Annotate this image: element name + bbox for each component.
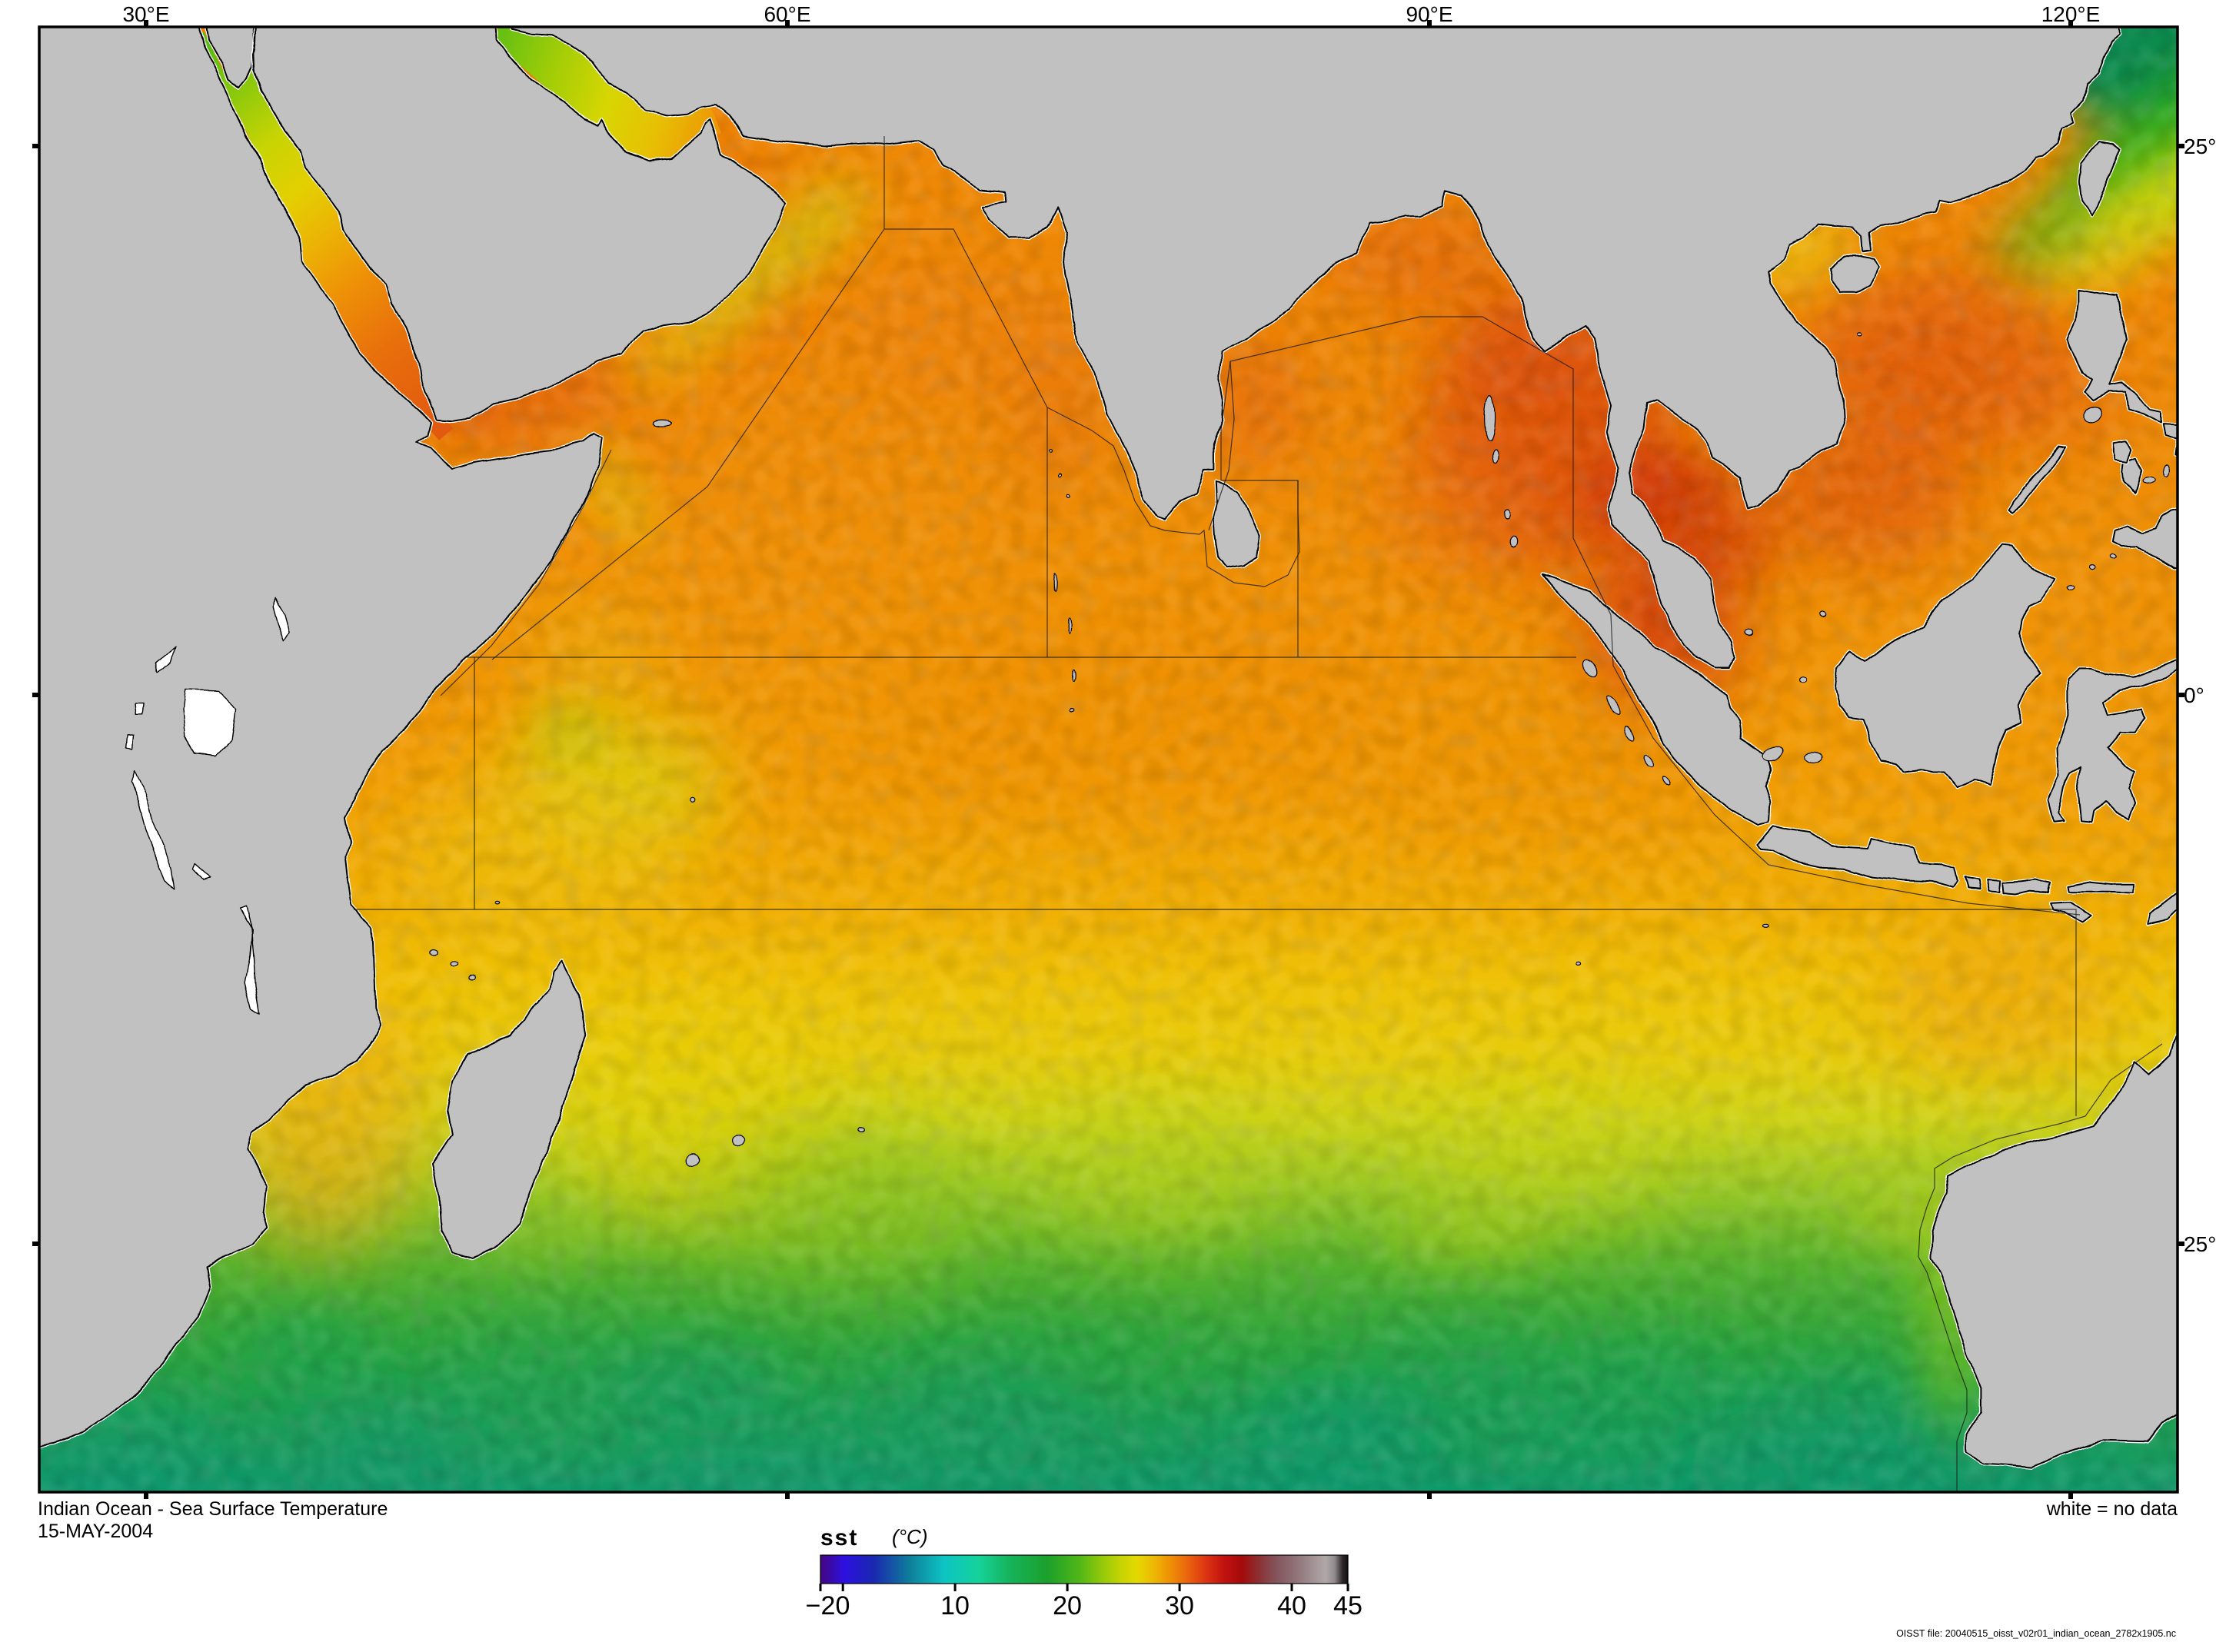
svg-text:120°E: 120°E	[2041, 2, 2101, 26]
svg-text:45: 45	[1333, 1591, 1363, 1620]
svg-text:25°: 25°	[2184, 1232, 2216, 1256]
svg-text:OISST file: 20040515_oisst_v02: OISST file: 20040515_oisst_v02r01_indian…	[1896, 1628, 2176, 1639]
svg-text:30°E: 30°E	[122, 2, 169, 26]
svg-text:90°E: 90°E	[1406, 2, 1452, 26]
svg-text:0: 0	[836, 1591, 850, 1620]
svg-text:white = no data: white = no data	[2046, 1498, 2178, 1520]
svg-text:10: 10	[940, 1591, 970, 1620]
svg-text:30: 30	[1165, 1591, 1194, 1620]
svg-text:15-MAY-2004: 15-MAY-2004	[38, 1521, 153, 1542]
svg-text:sst: sst	[820, 1525, 858, 1551]
svg-text:0°: 0°	[2184, 683, 2204, 707]
svg-text:60°E: 60°E	[764, 2, 810, 26]
svg-text:Indian Ocean - Sea Surface Tem: Indian Ocean - Sea Surface Temperature	[38, 1498, 388, 1520]
svg-text:(°C): (°C)	[892, 1525, 928, 1548]
svg-text:25°: 25°	[2184, 135, 2216, 158]
svg-text:40: 40	[1277, 1591, 1306, 1620]
svg-text:−2: −2	[806, 1591, 836, 1620]
svg-text:20: 20	[1053, 1591, 1082, 1620]
